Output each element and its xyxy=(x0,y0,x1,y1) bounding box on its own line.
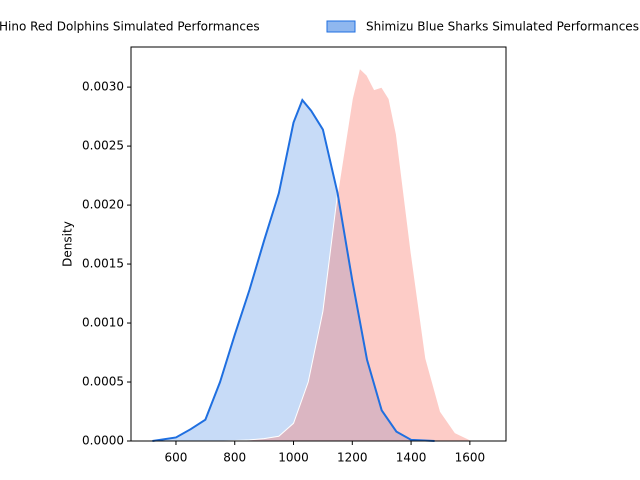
y-tick-label: 0.0015 xyxy=(82,257,124,271)
plot-frame xyxy=(130,46,507,442)
density-area xyxy=(222,67,476,442)
x-tick-label: 1000 xyxy=(278,451,309,465)
x-tick-label: 1400 xyxy=(396,451,427,465)
x-tick-label: 1200 xyxy=(337,451,368,465)
y-tick-label: 0.0000 xyxy=(82,434,124,448)
y-tick-label: 0.0030 xyxy=(82,80,124,94)
y-tick-label: 0.0010 xyxy=(82,316,124,330)
legend-label: Shimizu Blue Sharks Simulated Performanc… xyxy=(366,20,639,34)
y-tick-label: 0.0005 xyxy=(82,375,124,389)
legend-swatch xyxy=(326,20,356,33)
legend-label: Hino Red Dolphins Simulated Performances xyxy=(0,20,260,34)
x-tick-label: 800 xyxy=(223,451,246,465)
density-area xyxy=(152,100,435,441)
y-tick-label: 0.0025 xyxy=(82,139,124,153)
x-tick-label: 600 xyxy=(165,451,188,465)
y-axis-label: Density xyxy=(61,221,75,267)
density-line xyxy=(152,98,435,442)
y-tick-label: 0.0020 xyxy=(82,198,124,212)
x-tick-label: 1600 xyxy=(455,451,486,465)
